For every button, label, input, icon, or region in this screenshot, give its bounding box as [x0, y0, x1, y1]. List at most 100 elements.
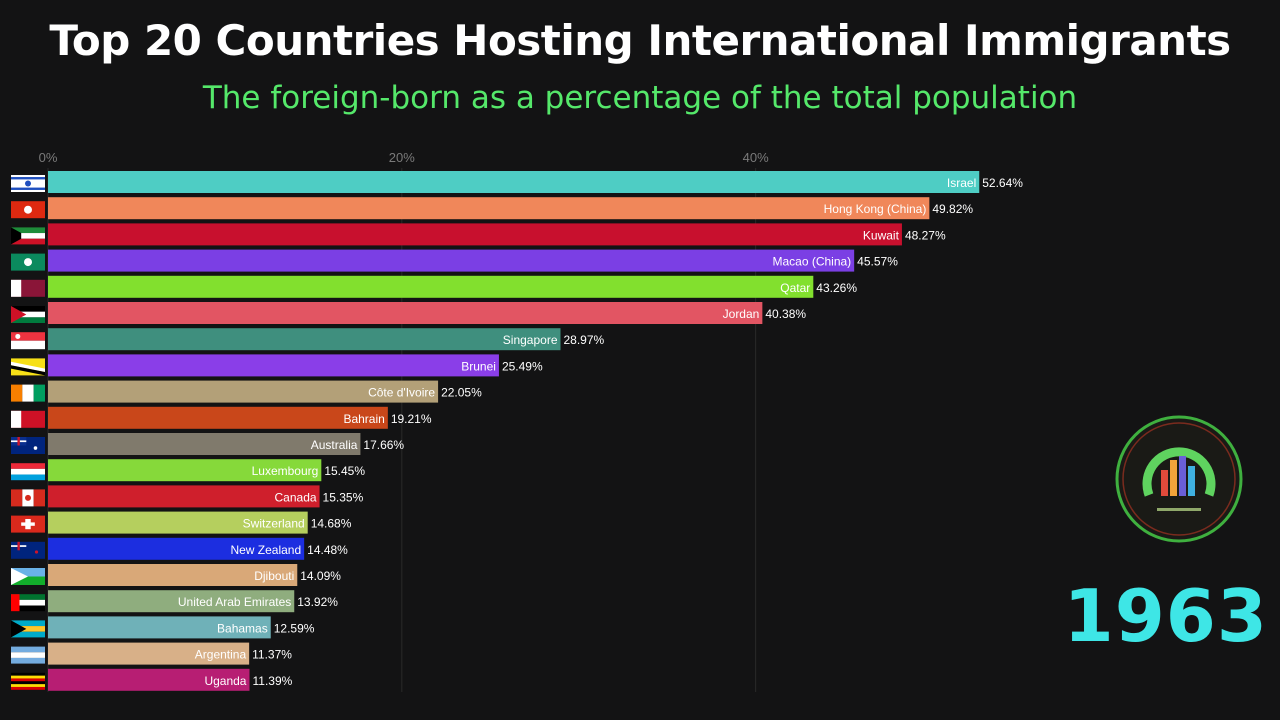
luxembourg-flag-icon — [11, 463, 45, 481]
bar-row: United Arab Emirates 13.92% — [11, 590, 338, 613]
bar-row: Luxembourg 15.45% — [11, 459, 365, 482]
bar-row: New Zealand 14.48% — [11, 537, 348, 560]
bar — [48, 511, 308, 534]
cote-divoire-flag-icon — [11, 384, 45, 402]
bar — [48, 354, 499, 377]
bar-value-label: 15.35% — [323, 490, 364, 504]
bar — [48, 564, 298, 586]
bar-value-label: 52.64% — [982, 176, 1023, 190]
kuwait-flag-icon — [11, 227, 45, 245]
australia-flag-icon — [11, 437, 45, 454]
bar — [48, 537, 305, 560]
bar — [48, 302, 763, 324]
year-label: 1963 — [1063, 574, 1268, 658]
bar-category-label: Australia — [311, 438, 358, 452]
canada-flag-icon — [11, 489, 45, 507]
bar-category-label: Qatar — [780, 281, 810, 295]
bar — [48, 249, 855, 272]
bar-category-label: Luxembourg — [252, 464, 319, 478]
bar-category-label: Côte d'Ivoire — [368, 386, 435, 400]
bar-value-label: 40.38% — [765, 307, 806, 321]
uganda-flag-icon — [11, 672, 45, 690]
bar-category-label: Jordan — [723, 307, 760, 321]
bahamas-flag-icon — [11, 620, 45, 638]
x-tick-label: 0% — [39, 150, 58, 165]
bar-value-label: 45.57% — [857, 255, 898, 269]
bar-value-label: 25.49% — [502, 359, 543, 373]
bar-value-label: 14.48% — [307, 543, 348, 557]
bar-category-label: Uganda — [204, 674, 246, 688]
bar-row: Uganda 11.39% — [11, 668, 293, 691]
bar-category-label: Brunei — [461, 359, 496, 373]
bar — [48, 171, 980, 193]
bar-value-label: 15.45% — [324, 464, 365, 478]
bar — [48, 223, 902, 246]
bar-value-label: 11.37% — [252, 648, 292, 662]
bar — [48, 433, 361, 455]
bar-category-label: Switzerland — [243, 517, 305, 531]
channel-logo-icon — [1115, 415, 1243, 543]
singapore-flag-icon — [11, 332, 45, 350]
bar-row: Hong Kong (China) 49.82% — [11, 197, 973, 220]
bar — [48, 197, 930, 220]
bar-row: Qatar 43.26% — [11, 275, 857, 298]
bar-row: Côte d'Ivoire 22.05% — [11, 380, 482, 403]
bar-row: Jordan 40.38% — [11, 302, 806, 324]
x-tick-label: 20% — [389, 150, 415, 165]
bar-value-label: 14.68% — [311, 517, 352, 531]
israel-flag-icon — [11, 175, 45, 192]
bar — [48, 275, 814, 298]
switzerland-flag-icon — [11, 515, 45, 533]
bar-category-label: Bahrain — [343, 412, 384, 426]
bar-category-label: Hong Kong (China) — [824, 202, 927, 216]
bar-category-label: Argentina — [195, 648, 247, 662]
bar-row: Singapore 28.97% — [11, 328, 605, 351]
uae-flag-icon — [11, 594, 45, 612]
bar-value-label: 48.27% — [905, 228, 946, 242]
bar-row: Bahrain 19.21% — [11, 406, 432, 429]
bar-row: Brunei 25.49% — [11, 354, 543, 377]
new-zealand-flag-icon — [11, 541, 45, 559]
hong-kong-flag-icon — [11, 201, 45, 219]
macao-flag-icon — [11, 253, 45, 271]
chart-subtitle: The foreign-born as a percentage of the … — [202, 80, 1078, 116]
bar — [48, 459, 322, 482]
bar-category-label: New Zealand — [230, 543, 301, 557]
bar-category-label: Israel — [947, 176, 976, 190]
bar-row: Switzerland 14.68% — [11, 511, 352, 534]
bar-category-label: Canada — [275, 490, 317, 504]
jordan-flag-icon — [11, 306, 45, 323]
bar-row: Djibouti 14.09% — [11, 564, 341, 586]
chart-title: Top 20 Countries Hosting International I… — [49, 16, 1231, 65]
bar-row: Israel 52.64% — [11, 171, 1023, 193]
bar-category-label: Bahamas — [217, 621, 268, 635]
bar-row: Argentina 11.37% — [11, 642, 292, 665]
bar-value-label: 14.09% — [300, 569, 341, 583]
brunei-flag-icon — [11, 358, 45, 376]
bar-row: Macao (China) 45.57% — [11, 249, 898, 272]
bar-category-label: Macao (China) — [772, 255, 851, 269]
bar-value-label: 43.26% — [816, 281, 857, 295]
bar-category-label: Singapore — [503, 333, 558, 347]
qatar-flag-icon — [11, 279, 45, 297]
bar-value-label: 11.39% — [252, 674, 292, 688]
bar-value-label: 22.05% — [441, 386, 482, 400]
bahrain-flag-icon — [11, 410, 45, 428]
bar — [48, 668, 250, 691]
bar-category-label: Djibouti — [254, 569, 294, 583]
bar-row: Bahamas 12.59% — [11, 616, 315, 639]
bar-category-label: United Arab Emirates — [178, 595, 291, 609]
bar-value-label: 49.82% — [932, 202, 973, 216]
argentina-flag-icon — [11, 646, 45, 664]
bar-value-label: 13.92% — [297, 595, 338, 609]
bar-category-label: Kuwait — [863, 228, 900, 242]
bar-value-label: 17.66% — [363, 438, 404, 452]
bars-layer: Israel 52.64% Hong Kong (China) 49.82% Kuwai… — [11, 171, 1023, 691]
bar — [48, 590, 295, 613]
bar — [48, 616, 271, 639]
bar-value-label: 19.21% — [391, 412, 432, 426]
bar-row: Kuwait 48.27% — [11, 223, 946, 246]
bar — [48, 406, 388, 429]
bar — [48, 485, 320, 508]
